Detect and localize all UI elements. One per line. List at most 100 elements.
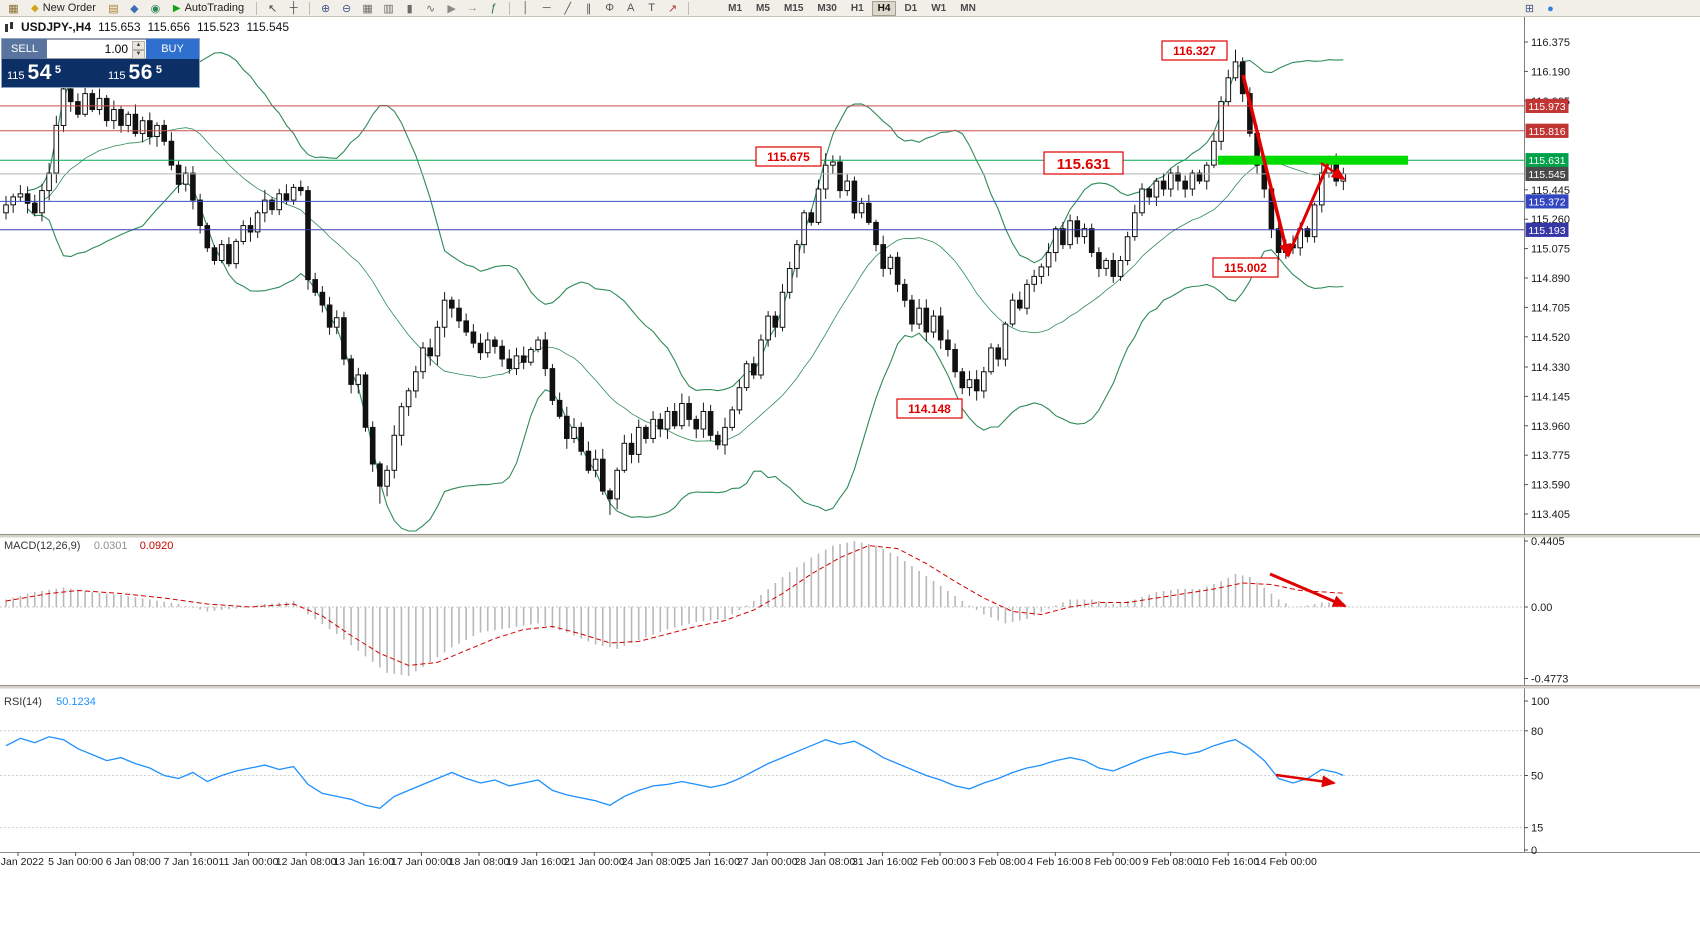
price-axis-label: 113.775 (1531, 450, 1570, 462)
candle-body (125, 113, 132, 126)
line-chart-type-icon[interactable]: ∿ (426, 2, 436, 15)
candle-body (32, 202, 38, 214)
candle-body (204, 225, 211, 249)
toolbar-separator (256, 1, 258, 15)
candle-body (808, 212, 815, 223)
timeframe-button-d1[interactable]: D1 (904, 2, 918, 14)
candle-body (333, 317, 340, 328)
volume-increase-button[interactable]: ▲ (132, 41, 145, 50)
date-axis-label: 5 Jan 00:00 (48, 856, 103, 868)
new-order-icon: ◆ (31, 2, 39, 14)
bollinger-middle-band (27, 127, 1344, 443)
grid-icon[interactable]: ▦ (362, 2, 373, 15)
candle-body (420, 347, 426, 373)
macd-main-value: 0.0301 (94, 540, 128, 552)
candle-body (1024, 283, 1030, 309)
volume-decrease-button[interactable]: ▼ (132, 50, 145, 59)
ask-price-display[interactable]: 115 56 5 (98, 59, 199, 87)
autotrading-button[interactable]: ▶ AutoTrading (166, 1, 251, 16)
candle-body (391, 434, 398, 471)
macd-signal-line (5, 545, 1344, 666)
trend-arrow[interactable] (1320, 161, 1346, 181)
timeframe-button-m5[interactable]: M5 (756, 2, 770, 14)
scripts-icon[interactable]: ◆ (130, 2, 139, 15)
candle-body (1096, 252, 1102, 270)
timeframe-button-w1[interactable]: W1 (931, 2, 947, 14)
text-icon[interactable]: A (626, 2, 635, 14)
chart-window-icon[interactable]: ▦ (8, 2, 19, 15)
ask-prefix: 115 (108, 70, 126, 82)
layout-icon[interactable]: ⊞ (1524, 3, 1535, 15)
price-annotation-box[interactable] (755, 146, 822, 167)
candle-body (413, 371, 419, 392)
zoom-out-icon[interactable]: ⊖ (342, 2, 352, 15)
auto-scroll-icon[interactable]: ▶ (447, 2, 456, 15)
trend-arrow[interactable] (1269, 572, 1347, 608)
channel-icon[interactable]: ∥ (585, 2, 592, 15)
vertical-line-icon[interactable]: │ (522, 2, 530, 14)
pane-separator[interactable] (0, 534, 1700, 538)
candle-body (535, 339, 541, 350)
candle-body (887, 256, 894, 269)
trendline-icon[interactable]: ╱ (564, 2, 571, 15)
candle-body (830, 161, 836, 166)
sell-button[interactable]: SELL (2, 39, 47, 59)
pane-separator[interactable] (0, 685, 1700, 689)
candle-body (1275, 228, 1282, 253)
volume-input[interactable] (47, 42, 128, 56)
candle-body (657, 418, 664, 430)
expert-advisors-icon[interactable]: ▤ (108, 2, 119, 15)
candle-body (592, 458, 599, 471)
zoom-in-icon[interactable]: ⊕ (321, 2, 331, 15)
arrows-icon[interactable]: ↗ (668, 2, 678, 15)
macd-axis-label: 0.4405 (1531, 536, 1565, 548)
trend-arrow[interactable] (1275, 773, 1336, 788)
fibonacci-icon[interactable]: Φ (605, 2, 615, 14)
price-annotation-box[interactable] (1043, 151, 1124, 175)
price-axis-label: 116.190 (1531, 66, 1570, 78)
timeframe-button-h4[interactable]: H4 (871, 0, 897, 16)
price-annotation-box[interactable] (1161, 40, 1228, 61)
trend-arrow[interactable] (1241, 74, 1291, 258)
horizontal-line-icon[interactable]: ─ (542, 2, 551, 14)
candle-body (700, 411, 707, 430)
date-axis-label: 3 Jan 2022 (0, 856, 44, 868)
bid-price-display[interactable]: 115 54 5 (2, 59, 98, 87)
timeframe-button-h1[interactable]: H1 (850, 2, 864, 14)
axes-layer: 115.973 115.816 115.631 115.545 115.372 115.1… (0, 17, 1700, 868)
date-axis-label: 28 Jan 08:00 (794, 856, 855, 868)
indicators-icon[interactable]: ƒ (490, 2, 497, 14)
price-annotation-box[interactable] (896, 398, 963, 419)
date-axis-label: 24 Jan 08:00 (622, 856, 683, 868)
candle-chart-type-icon[interactable]: ▮ (406, 2, 413, 15)
community-icon[interactable]: ● (1547, 2, 1554, 15)
candle-body (283, 193, 290, 201)
market-watch-icon[interactable]: ◉ (150, 2, 161, 15)
support-zone-highlight[interactable] (1218, 155, 1408, 165)
cursor-icon[interactable]: ↖ (268, 2, 278, 15)
date-axis-label: 3 Feb 08:00 (970, 856, 1026, 868)
candle-body (427, 347, 433, 357)
crosshair-icon[interactable]: ┼ (289, 2, 298, 14)
candle-body (585, 450, 592, 471)
candle-body (873, 221, 879, 246)
candle-body (815, 188, 822, 223)
bar-close-value: 115.545 (246, 20, 290, 34)
timeframe-button-mn[interactable]: MN (960, 2, 976, 14)
price-annotation-box[interactable] (1212, 257, 1279, 278)
candle-body (499, 345, 505, 360)
chart-shift-icon[interactable]: → (467, 2, 479, 14)
buy-button[interactable]: BUY (146, 39, 199, 59)
candle-body (1132, 212, 1138, 238)
new-order-button[interactable]: ◆ New Order (24, 1, 103, 16)
timeframe-button-m1[interactable]: M1 (728, 2, 743, 14)
candle-body (1124, 236, 1131, 261)
timeframe-button-m30[interactable]: M30 (817, 2, 837, 14)
bar-chart-type-icon[interactable]: ▥ (383, 2, 394, 15)
timeframe-button-m15[interactable]: M15 (783, 2, 804, 14)
text-label-icon[interactable]: T (648, 2, 655, 14)
candle-body (477, 342, 484, 354)
trend-arrow[interactable] (1286, 163, 1330, 257)
